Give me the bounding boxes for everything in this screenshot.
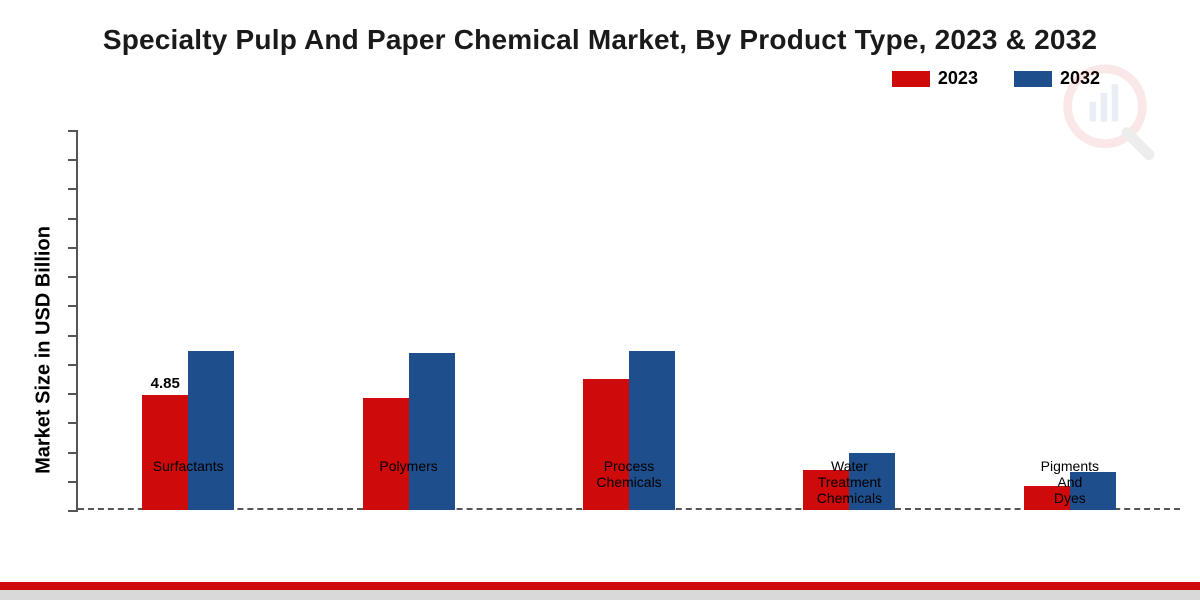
footer-red-bar bbox=[0, 582, 1200, 590]
bar-group: Polymers bbox=[298, 130, 518, 510]
watermark-bar-3 bbox=[1112, 84, 1119, 121]
category-label: Polymers bbox=[298, 452, 518, 474]
legend-swatch-2032 bbox=[1014, 71, 1052, 87]
y-axis-label: Market Size in USD Billion bbox=[33, 226, 56, 474]
footer-gray-bar bbox=[0, 590, 1200, 600]
legend-label-2023: 2023 bbox=[938, 68, 978, 89]
category-label: ProcessChemicals bbox=[519, 452, 739, 490]
legend-item-2023: 2023 bbox=[892, 68, 978, 89]
bar-group: PigmentsAndDyes bbox=[960, 130, 1180, 510]
watermark-bar-1 bbox=[1090, 102, 1097, 122]
y-axis-ticks bbox=[68, 130, 78, 510]
legend-swatch-2023 bbox=[892, 71, 930, 87]
bar-group: 4.85 Surfactants bbox=[78, 130, 298, 510]
legend-label-2032: 2032 bbox=[1060, 68, 1100, 89]
bar-2023 bbox=[583, 379, 629, 510]
chart-area: Market Size in USD Billion 4.85 Surfactan… bbox=[50, 130, 1180, 570]
bar-2032 bbox=[188, 351, 234, 510]
category-label: PigmentsAndDyes bbox=[960, 452, 1180, 506]
bar-group: ProcessChemicals bbox=[519, 130, 739, 510]
chart-title: Specialty Pulp And Paper Chemical Market… bbox=[0, 0, 1200, 64]
bar-2032 bbox=[409, 353, 455, 510]
y-axis: Market Size in USD Billion bbox=[50, 130, 78, 570]
category-label: WaterTreatmentChemicals bbox=[739, 452, 959, 506]
category-label: Surfactants bbox=[78, 452, 298, 474]
bar-groups: 4.85 SurfactantsPolymersProcessChemicalsW… bbox=[78, 130, 1180, 510]
watermark-bar-2 bbox=[1101, 93, 1108, 122]
legend-item-2032: 2032 bbox=[1014, 68, 1100, 89]
plot-area: 4.85 SurfactantsPolymersProcessChemicalsW… bbox=[78, 130, 1180, 570]
bar-group: WaterTreatmentChemicals bbox=[739, 130, 959, 510]
bar-value-label: 4.85 bbox=[151, 375, 180, 392]
legend: 2023 2032 bbox=[0, 64, 1200, 89]
